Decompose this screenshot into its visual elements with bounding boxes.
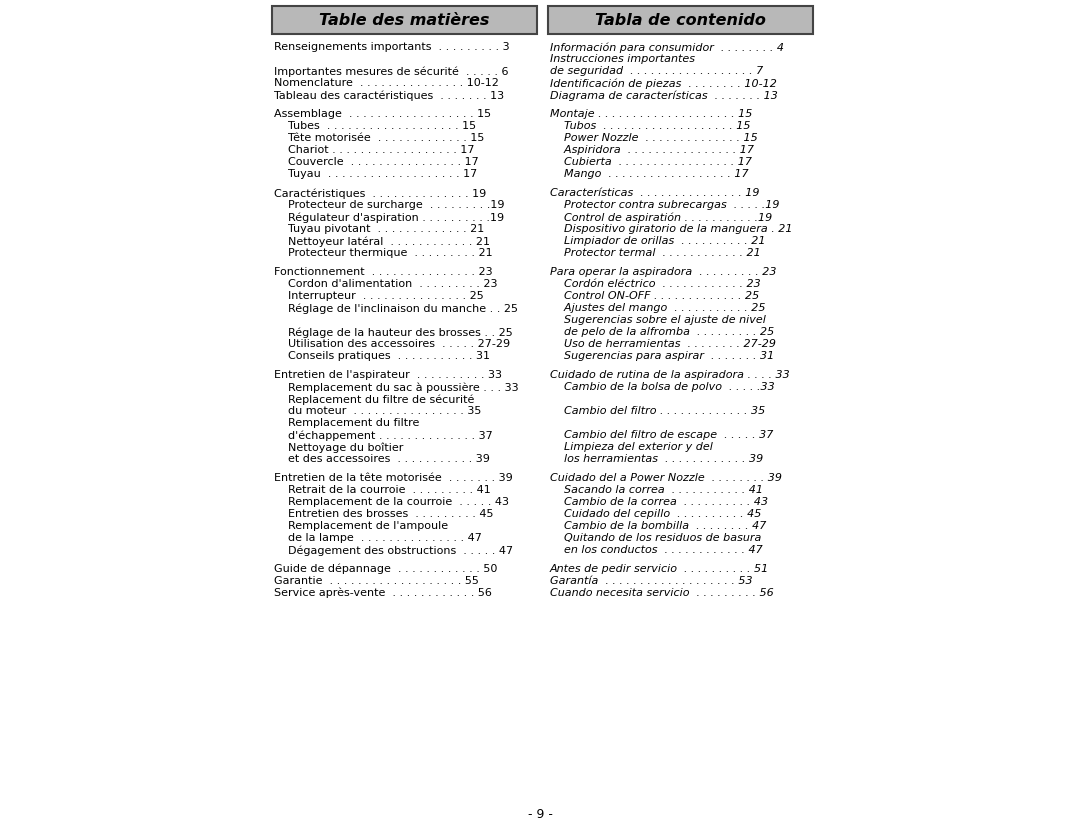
Text: Power Nozzle  . . . . . . . . . . . . . . 15: Power Nozzle . . . . . . . . . . . . . .…: [550, 133, 758, 143]
Text: Chariot . . . . . . . . . . . . . . . . . . 17: Chariot . . . . . . . . . . . . . . . . …: [274, 145, 474, 155]
Text: Replacement du filtre de sécurité: Replacement du filtre de sécurité: [274, 394, 474, 404]
Text: Régulateur d'aspiration . . . . . . . . . .19: Régulateur d'aspiration . . . . . . . . …: [274, 212, 504, 223]
Text: Importantes mesures de sécurité  . . . . . 6: Importantes mesures de sécurité . . . . …: [274, 66, 509, 77]
Text: Control ON-OFF . . . . . . . . . . . . . 25: Control ON-OFF . . . . . . . . . . . . .…: [550, 291, 759, 301]
Text: Cambio de la bolsa de polvo  . . . . .33: Cambio de la bolsa de polvo . . . . .33: [550, 382, 774, 392]
Text: Couvercle  . . . . . . . . . . . . . . . . 17: Couvercle . . . . . . . . . . . . . . . …: [274, 157, 478, 167]
Text: Instrucciones importantes: Instrucciones importantes: [550, 54, 696, 64]
Text: Garantie  . . . . . . . . . . . . . . . . . . . 55: Garantie . . . . . . . . . . . . . . . .…: [274, 576, 478, 586]
Text: Dispositivo giratorio de la manguera . 21: Dispositivo giratorio de la manguera . 2…: [550, 224, 793, 234]
Text: Réglage de l'inclinaison du manche . . 25: Réglage de l'inclinaison du manche . . 2…: [274, 303, 518, 314]
Text: de la lampe  . . . . . . . . . . . . . . . 47: de la lampe . . . . . . . . . . . . . . …: [274, 533, 482, 543]
Text: Diagrama de características  . . . . . . . 13: Diagrama de características . . . . . . …: [550, 90, 778, 101]
Text: Tuyau  . . . . . . . . . . . . . . . . . . . 17: Tuyau . . . . . . . . . . . . . . . . . …: [274, 169, 477, 179]
Text: Guide de dépannage  . . . . . . . . . . . . 50: Guide de dépannage . . . . . . . . . . .…: [274, 564, 498, 575]
Text: Información para consumidor  . . . . . . . . 4: Información para consumidor . . . . . . …: [550, 42, 784, 53]
Text: Tête motorisée  . . . . . . . . . . . . . 15: Tête motorisée . . . . . . . . . . . . .…: [274, 133, 484, 143]
Text: Remplacement du filtre: Remplacement du filtre: [274, 418, 419, 428]
Text: et des accessoires  . . . . . . . . . . . 39: et des accessoires . . . . . . . . . . .…: [274, 454, 490, 464]
Text: Ajustes del mango  . . . . . . . . . . . 25: Ajustes del mango . . . . . . . . . . . …: [550, 303, 766, 313]
FancyBboxPatch shape: [548, 6, 813, 34]
Text: Tuyau pivotant  . . . . . . . . . . . . . 21: Tuyau pivotant . . . . . . . . . . . . .…: [274, 224, 484, 234]
Text: Uso de herramientas  . . . . . . . . 27-29: Uso de herramientas . . . . . . . . 27-2…: [550, 339, 777, 349]
Text: Control de aspiratión . . . . . . . . . . .19: Control de aspiratión . . . . . . . . . …: [550, 212, 772, 223]
Text: Mango  . . . . . . . . . . . . . . . . . . 17: Mango . . . . . . . . . . . . . . . . . …: [550, 169, 748, 179]
Text: Sugerencias sobre el ajuste de nivel: Sugerencias sobre el ajuste de nivel: [550, 315, 766, 325]
Text: Sugerencias para aspirar  . . . . . . . 31: Sugerencias para aspirar . . . . . . . 3…: [550, 351, 774, 361]
Text: Retrait de la courroie  . . . . . . . . . 41: Retrait de la courroie . . . . . . . . .…: [274, 485, 490, 495]
Text: Tubos  . . . . . . . . . . . . . . . . . . . 15: Tubos . . . . . . . . . . . . . . . . . …: [550, 121, 751, 131]
Text: Dégagement des obstructions  . . . . . 47: Dégagement des obstructions . . . . . 47: [274, 545, 513, 555]
Text: Tabla de contenido: Tabla de contenido: [595, 13, 766, 28]
Text: Caractéristiques  . . . . . . . . . . . . . . 19: Caractéristiques . . . . . . . . . . . .…: [274, 188, 486, 198]
Text: Nettoyeur latéral  . . . . . . . . . . . . 21: Nettoyeur latéral . . . . . . . . . . . …: [274, 236, 490, 247]
Text: Utilisation des accessoires  . . . . . 27-29: Utilisation des accessoires . . . . . 27…: [274, 339, 510, 349]
Text: Table des matières: Table des matières: [320, 13, 489, 28]
Text: Tubes  . . . . . . . . . . . . . . . . . . . 15: Tubes . . . . . . . . . . . . . . . . . …: [274, 121, 476, 131]
Text: Remplacement de l'ampoule: Remplacement de l'ampoule: [274, 521, 448, 531]
Text: Cuidado del cepillo  . . . . . . . . . . 45: Cuidado del cepillo . . . . . . . . . . …: [550, 509, 761, 519]
Text: du moteur  . . . . . . . . . . . . . . . . 35: du moteur . . . . . . . . . . . . . . . …: [274, 406, 482, 416]
Text: Limpiador de orillas  . . . . . . . . . . 21: Limpiador de orillas . . . . . . . . . .…: [550, 236, 766, 246]
Text: Nomenclature  . . . . . . . . . . . . . . . 10-12: Nomenclature . . . . . . . . . . . . . .…: [274, 78, 499, 88]
Text: Protector termal  . . . . . . . . . . . . 21: Protector termal . . . . . . . . . . . .…: [550, 248, 760, 258]
Text: Réglage de la hauteur des brosses . . 25: Réglage de la hauteur des brosses . . 25: [274, 327, 513, 338]
FancyBboxPatch shape: [272, 6, 537, 34]
Text: Renseignements importants  . . . . . . . . . 3: Renseignements importants . . . . . . . …: [274, 42, 510, 52]
Text: Cuidado de rutina de la aspiradora . . . . 33: Cuidado de rutina de la aspiradora . . .…: [550, 370, 789, 380]
Text: Cambio de la correa  . . . . . . . . . . 43: Cambio de la correa . . . . . . . . . . …: [550, 497, 768, 507]
Text: Fonctionnement  . . . . . . . . . . . . . . . 23: Fonctionnement . . . . . . . . . . . . .…: [274, 267, 492, 277]
Text: Cambio del filtro . . . . . . . . . . . . . 35: Cambio del filtro . . . . . . . . . . . …: [550, 406, 766, 416]
Text: Garantía  . . . . . . . . . . . . . . . . . . . 53: Garantía . . . . . . . . . . . . . . . .…: [550, 576, 753, 586]
Text: Entretien des brosses  . . . . . . . . . 45: Entretien des brosses . . . . . . . . . …: [274, 509, 494, 519]
Text: Conseils pratiques  . . . . . . . . . . . 31: Conseils pratiques . . . . . . . . . . .…: [274, 351, 490, 361]
Text: Características  . . . . . . . . . . . . . . . 19: Características . . . . . . . . . . . . …: [550, 188, 759, 198]
Text: Cordon d'alimentation  . . . . . . . . . 23: Cordon d'alimentation . . . . . . . . . …: [274, 279, 498, 289]
Text: Cuando necesita servicio  . . . . . . . . . 56: Cuando necesita servicio . . . . . . . .…: [550, 588, 773, 598]
Text: Tableau des caractéristiques  . . . . . . . 13: Tableau des caractéristiques . . . . . .…: [274, 90, 504, 101]
Text: Identificación de piezas  . . . . . . . . 10-12: Identificación de piezas . . . . . . . .…: [550, 78, 777, 88]
Text: Remplacement du sac à poussière . . . 33: Remplacement du sac à poussière . . . 33: [274, 382, 518, 393]
Text: Para operar la aspiradora  . . . . . . . . . 23: Para operar la aspiradora . . . . . . . …: [550, 267, 777, 277]
Text: Service après-vente  . . . . . . . . . . . . 56: Service après-vente . . . . . . . . . . …: [274, 588, 491, 599]
Text: Protecteur thermique  . . . . . . . . . 21: Protecteur thermique . . . . . . . . . 2…: [274, 248, 492, 258]
Text: Entretien de la tête motorisée  . . . . . . . 39: Entretien de la tête motorisée . . . . .…: [274, 473, 513, 483]
Text: Limpieza del exterior y del: Limpieza del exterior y del: [550, 442, 713, 452]
Text: Montaje . . . . . . . . . . . . . . . . . . . . 15: Montaje . . . . . . . . . . . . . . . . …: [550, 109, 753, 119]
Text: Protector contra subrecargas  . . . . .19: Protector contra subrecargas . . . . .19: [550, 200, 780, 210]
Text: Cubierta  . . . . . . . . . . . . . . . . . 17: Cubierta . . . . . . . . . . . . . . . .…: [550, 157, 752, 167]
Text: de seguridad  . . . . . . . . . . . . . . . . . . 7: de seguridad . . . . . . . . . . . . . .…: [550, 66, 764, 76]
Text: Nettoyage du boîtier: Nettoyage du boîtier: [274, 442, 403, 453]
Text: Aspiridora  . . . . . . . . . . . . . . . . 17: Aspiridora . . . . . . . . . . . . . . .…: [550, 145, 754, 155]
Text: d'échappement . . . . . . . . . . . . . . 37: d'échappement . . . . . . . . . . . . . …: [274, 430, 492, 440]
Text: Protecteur de surcharge  . . . . . . . . .19: Protecteur de surcharge . . . . . . . . …: [274, 200, 504, 210]
Text: Antes de pedir servicio  . . . . . . . . . . 51: Antes de pedir servicio . . . . . . . . …: [550, 564, 769, 574]
Text: los herramientas  . . . . . . . . . . . . 39: los herramientas . . . . . . . . . . . .…: [550, 454, 764, 464]
Text: Cambio del filtro de escape  . . . . . 37: Cambio del filtro de escape . . . . . 37: [550, 430, 773, 440]
Text: Remplacement de la courroie  . . . . . 43: Remplacement de la courroie . . . . . 43: [274, 497, 509, 507]
Text: Sacando la correa  . . . . . . . . . . . 41: Sacando la correa . . . . . . . . . . . …: [550, 485, 762, 495]
Text: - 9 -: - 9 -: [527, 807, 553, 821]
Text: de pelo de la alfromba  . . . . . . . . . 25: de pelo de la alfromba . . . . . . . . .…: [550, 327, 774, 337]
Text: Assemblage  . . . . . . . . . . . . . . . . . . 15: Assemblage . . . . . . . . . . . . . . .…: [274, 109, 491, 119]
Text: Entretien de l'aspirateur  . . . . . . . . . . 33: Entretien de l'aspirateur . . . . . . . …: [274, 370, 502, 380]
Text: Cordón eléctrico  . . . . . . . . . . . . 23: Cordón eléctrico . . . . . . . . . . . .…: [550, 279, 760, 289]
Text: Cambio de la bombilla  . . . . . . . . 47: Cambio de la bombilla . . . . . . . . 47: [550, 521, 767, 531]
Text: en los conductos  . . . . . . . . . . . . 47: en los conductos . . . . . . . . . . . .…: [550, 545, 762, 555]
Text: Cuidado del a Power Nozzle  . . . . . . . . 39: Cuidado del a Power Nozzle . . . . . . .…: [550, 473, 782, 483]
Text: Quitando de los residuos de basura: Quitando de los residuos de basura: [550, 533, 761, 543]
Text: Interrupteur  . . . . . . . . . . . . . . . 25: Interrupteur . . . . . . . . . . . . . .…: [274, 291, 484, 301]
